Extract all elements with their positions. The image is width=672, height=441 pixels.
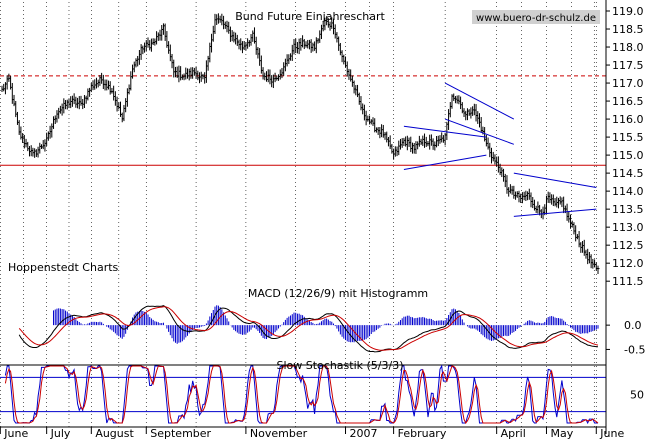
chart-title: Bund Future Einjahreschart [235, 10, 385, 23]
price-y-tick-label: 118.5 [612, 23, 644, 36]
x-tick-label: April [501, 427, 526, 440]
grid-layer [0, 2, 597, 427]
price-y-tick-label: 114.5 [612, 167, 644, 180]
trend-line [444, 82, 515, 120]
trend-line [403, 154, 487, 171]
stochastic-d-line [4, 365, 599, 424]
price-y-axis: 111.5 112.0 112.5 113.0 113.5 114.0 114.5 115.0… [606, 5, 645, 402]
x-tick-label: September [150, 427, 211, 440]
macd-line [18, 305, 598, 353]
x-tick-label: June [3, 427, 28, 440]
x-tick-label: June [599, 427, 624, 440]
x-tick-label: July [50, 427, 71, 440]
watermark-text: www.buero-dr-schulz.de [476, 13, 596, 24]
price-y-tick-label: 114.0 [612, 185, 644, 198]
macd-signal-line [18, 306, 599, 351]
stochastic-layer [0, 364, 606, 425]
price-y-tick-label: 112.5 [612, 239, 644, 252]
price-y-tick-label: 113.0 [612, 221, 644, 234]
trend-line [444, 118, 515, 145]
price-y-tick-label: 118.0 [612, 41, 644, 54]
source-label: Hoppenstedt Charts [8, 261, 119, 274]
macd-title: MACD (12/26/9) mit Histogramm [248, 287, 428, 300]
price-y-tick-label: 115.5 [612, 131, 644, 144]
stochastic-y-tick-label: 50 [630, 389, 644, 402]
trend-line [403, 125, 487, 138]
macd-y-tick-label: -0.5 [624, 343, 645, 356]
x-tick-label: November [250, 427, 308, 440]
price-y-tick-label: 117.5 [612, 59, 644, 72]
frame-layer [0, 0, 607, 434]
x-tick-label: 2007 [350, 427, 378, 440]
macd-y-tick-label: 0.0 [624, 319, 642, 332]
price-y-tick-label: 112.0 [612, 257, 644, 270]
watermark-background [472, 10, 600, 24]
price-y-tick-label: 116.5 [612, 95, 644, 108]
trend-line [513, 208, 597, 217]
price-y-tick-label: 117.0 [612, 77, 644, 90]
x-tick-label: August [95, 427, 134, 440]
price-y-tick-label: 119.0 [612, 5, 644, 18]
price-y-tick-label: 116.0 [612, 113, 644, 126]
price-layer [0, 13, 606, 274]
trend-line [513, 172, 597, 189]
price-y-tick-label: 111.5 [612, 275, 644, 288]
macd-layer [0, 305, 606, 366]
x-tick-label: February [398, 427, 447, 440]
stochastic-title: Slow Stochastik (5/3/3) [276, 359, 403, 372]
x-axis: June July August September November 2007 Febru… [0, 427, 624, 440]
x-tick-label: May [550, 427, 573, 440]
price-y-tick-label: 113.5 [612, 203, 644, 216]
price-y-tick-label: 115.0 [612, 149, 644, 162]
